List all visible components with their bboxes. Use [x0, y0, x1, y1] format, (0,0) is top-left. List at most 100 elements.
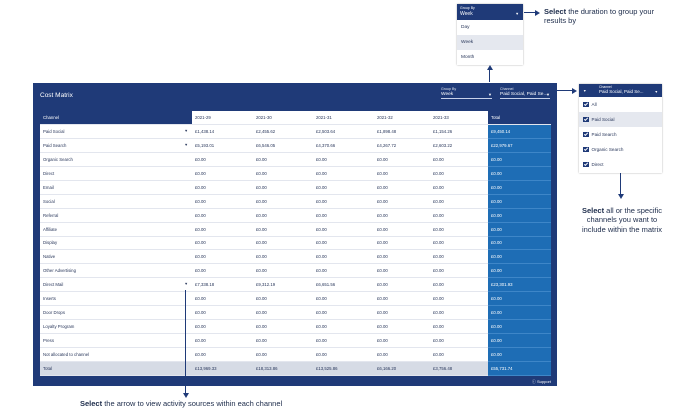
- page-title: Cost Matrix: [40, 92, 73, 99]
- channel-select[interactable]: Channel Paid Social, Paid Se... ▼: [500, 87, 550, 99]
- chevron-down-icon[interactable]: ▼: [654, 90, 658, 94]
- value-cell: £0.00: [253, 249, 313, 265]
- table-row: Display £0.00 £0.00 £0.00 £0.00 £0.00 £0.00: [40, 236, 551, 251]
- checkbox-checked-icon[interactable]: [583, 146, 589, 153]
- table-row: Other Advertising £0.00 £0.00 £0.00 £0.00 £0.…: [40, 263, 551, 279]
- channel-label: Channel: [599, 85, 612, 89]
- value-cell: £0.00: [430, 236, 488, 251]
- chevron-down-icon[interactable]: ▼: [184, 143, 188, 148]
- channel-name: Inserts: [43, 296, 56, 302]
- channel-cell: Press: [40, 333, 192, 348]
- total-cell: £0.00: [488, 347, 551, 362]
- channel-name: Press: [43, 337, 54, 343]
- chevron-down-icon[interactable]: ▼: [546, 92, 550, 97]
- chevron-down-icon[interactable]: ▼: [184, 129, 188, 134]
- total-row: Total £13,969.33 £18,313.86 £13,525.86 £6,16…: [40, 361, 551, 376]
- channel-option-all[interactable]: All: [579, 97, 662, 112]
- value-cell: £0.00: [313, 333, 374, 348]
- channel-cell: Referral: [40, 208, 192, 223]
- group-by-dropdown-header[interactable]: Group By Week ▼: [457, 4, 523, 20]
- value-cell: £1,154.26: [430, 124, 488, 140]
- support-label: Support: [536, 379, 551, 384]
- support-button[interactable]: ⓘ Support: [532, 379, 551, 385]
- column-header-week: 2021-32: [374, 111, 430, 126]
- total-row-value: £13,969.33: [192, 361, 253, 376]
- channel-name: Affiliate: [43, 226, 58, 232]
- checkbox-checked-icon[interactable]: [583, 161, 589, 168]
- channel-dropdown-header[interactable]: ▼ Channel Paid Social, Paid Se... ▼: [579, 84, 662, 97]
- total-row-value: £6,166.20: [374, 361, 430, 376]
- arrow-down-icon: [617, 194, 624, 199]
- value-cell: £0.00: [253, 194, 313, 209]
- value-cell: £0.00: [313, 152, 374, 168]
- chevron-down-icon[interactable]: ▼: [515, 12, 519, 16]
- checkbox-checked-icon[interactable]: [583, 101, 589, 108]
- value-cell: £0.00: [192, 222, 253, 237]
- channel-name: Email: [43, 184, 54, 190]
- group-by-option-week[interactable]: Week: [457, 35, 523, 50]
- value-cell: £0.00: [374, 305, 430, 320]
- value-cell: £0.00: [430, 222, 488, 237]
- column-header-week: 2021-29: [192, 111, 253, 126]
- group-by-select[interactable]: Group By Week ▼: [441, 87, 492, 99]
- channel-name: Not allocated to channel: [43, 351, 90, 357]
- value-cell: £0.00: [430, 249, 488, 265]
- channel-cell[interactable]: Paid Search ▼: [40, 138, 192, 154]
- group-by-dropdown[interactable]: Group By Week ▼ Day Week Month: [457, 4, 523, 65]
- chevron-down-icon[interactable]: ▼: [184, 282, 188, 287]
- channel-cell: Inserts: [40, 291, 192, 306]
- table-row: Paid Search ▼ £5,193.01 £6,546.05 £4,370.66 £…: [40, 138, 551, 154]
- channel-option-paid-social[interactable]: Paid Social: [579, 112, 662, 127]
- channel-name: Direct Mail: [43, 282, 64, 288]
- total-cell: £22,979.67: [488, 138, 551, 154]
- table-row: Door Drops £0.00 £0.00 £0.00 £0.00 £0.00 £0.00: [40, 305, 551, 320]
- channel-cell: Other Advertising: [40, 263, 192, 279]
- value-cell: £0.00: [313, 347, 374, 362]
- column-header-week: 2021-33: [430, 111, 488, 126]
- table-row: Social £0.00 £0.00 £0.00 £0.00 £0.00 £0.00: [40, 194, 551, 209]
- value-cell: £0.00: [374, 319, 430, 334]
- arrow-right-icon: [572, 87, 577, 94]
- group-by-option-month[interactable]: Month: [461, 55, 475, 60]
- column-header-channel: Channel: [40, 111, 192, 126]
- channel-cell[interactable]: Direct Mail ▼: [40, 277, 192, 293]
- row-arrow-annotation: Select the arrow to view activity source…: [80, 399, 283, 408]
- value-cell: £2,455.62: [253, 124, 313, 140]
- total-cell: £0.00: [488, 180, 551, 195]
- chevron-down-icon[interactable]: ▼: [488, 92, 492, 97]
- group-by-option-day[interactable]: Day: [461, 25, 470, 30]
- table-row: Referral £0.00 £0.00 £0.00 £0.00 £0.00 £0.00: [40, 208, 551, 223]
- value-cell: £0.00: [313, 208, 374, 223]
- value-cell: £0.00: [192, 208, 253, 223]
- value-cell: £0.00: [192, 152, 253, 168]
- value-cell: £7,338.18: [192, 277, 253, 293]
- total-cell: £0.00: [488, 333, 551, 348]
- channel-cell[interactable]: Paid Social ▼: [40, 124, 192, 140]
- value-cell: £0.00: [192, 180, 253, 195]
- checkbox-checked-icon[interactable]: [583, 131, 589, 138]
- table-row: Native £0.00 £0.00 £0.00 £0.00 £0.00 £0.00: [40, 249, 551, 265]
- value-cell: £0.00: [430, 291, 488, 306]
- channel-option-paid-search[interactable]: Paid Search: [579, 127, 662, 142]
- channel-option-direct[interactable]: Direct: [579, 157, 662, 172]
- connector-line: [557, 90, 573, 91]
- channel-annotation: Select all or the specific channels you …: [581, 206, 663, 234]
- total-cell: £0.00: [488, 249, 551, 265]
- channel-cell: Social: [40, 194, 192, 209]
- checkbox-checked-icon[interactable]: [583, 116, 589, 123]
- value-cell: £0.00: [253, 319, 313, 334]
- total-cell: £0.00: [488, 152, 551, 168]
- value-cell: £0.00: [192, 305, 253, 320]
- value-cell: £9,312.19: [253, 277, 313, 293]
- value-cell: £2,503.64: [313, 124, 374, 140]
- chevron-down-icon[interactable]: ▼: [583, 89, 587, 93]
- connector-line: [185, 290, 186, 394]
- channel-cell: Native: [40, 249, 192, 265]
- value-cell: £0.00: [192, 166, 253, 181]
- table-row: Loyalty Program £0.00 £0.00 £0.00 £0.00 £0.00…: [40, 319, 551, 334]
- channel-name: Social: [43, 198, 55, 204]
- channel-dropdown[interactable]: ▼ Channel Paid Social, Paid Se... ▼ All P…: [579, 84, 662, 173]
- value-cell: £0.00: [253, 305, 313, 320]
- value-cell: £0.00: [430, 305, 488, 320]
- channel-option-organic-search[interactable]: Organic Search: [579, 142, 662, 157]
